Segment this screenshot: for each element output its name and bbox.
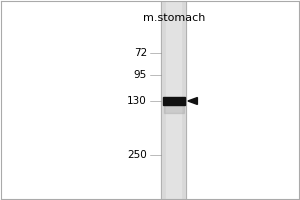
Bar [164,105,184,113]
Text: m.stomach: m.stomach [142,13,205,23]
Bar [166,1,182,199]
Polygon shape [188,98,197,104]
Text: 130: 130 [127,96,147,106]
Text: 95: 95 [134,70,147,80]
Bar [2,1,161,199]
Text: 72: 72 [134,48,147,58]
Bar [186,1,298,199]
Bar [161,1,186,199]
Bar [163,97,185,105]
Text: 250: 250 [127,150,147,160]
